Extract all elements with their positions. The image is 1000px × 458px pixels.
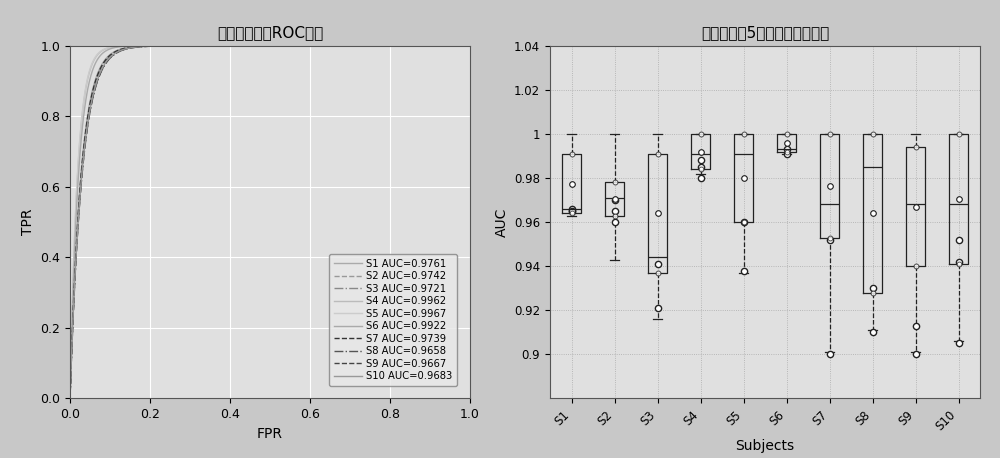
- Title: 不同受试者的ROC曲线: 不同受试者的ROC曲线: [217, 26, 323, 40]
- Y-axis label: AUC: AUC: [495, 207, 509, 237]
- X-axis label: Subjects: Subjects: [735, 439, 795, 453]
- X-axis label: FPR: FPR: [257, 427, 283, 441]
- Y-axis label: TPR: TPR: [21, 209, 35, 235]
- Legend: S1 AUC=0.9761, S2 AUC=0.9742, S3 AUC=0.9721, S4 AUC=0.9962, S5 AUC=0.9967, S6 AU: S1 AUC=0.9761, S2 AUC=0.9742, S3 AUC=0.9…: [329, 254, 457, 387]
- Title: 不同受试者5折交叉验证筱线图: 不同受试者5折交叉验证筱线图: [701, 26, 829, 40]
